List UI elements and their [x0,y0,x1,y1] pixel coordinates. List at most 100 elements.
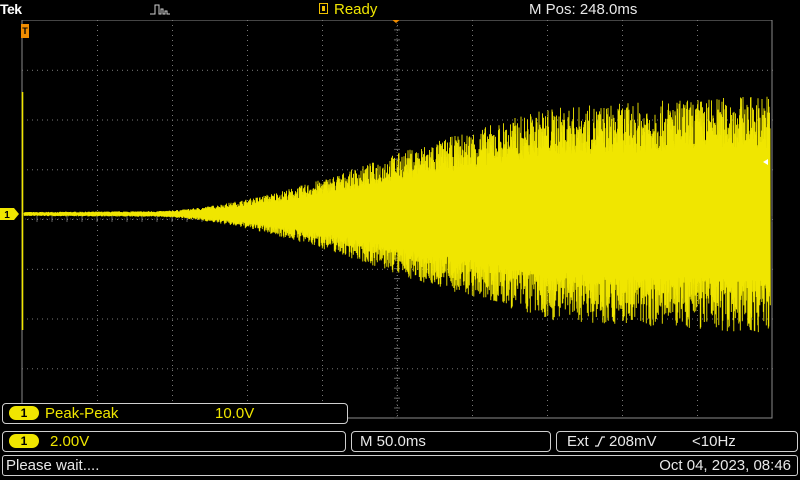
grid-dot [22,69,23,71]
grid-dot [82,69,83,71]
grid-dot [222,69,223,71]
grid-dot [247,235,248,236]
grid-dot [247,25,248,26]
grid-dot [97,190,98,191]
grid-dot [397,365,398,366]
grid-dot [152,69,153,71]
grid-dot [122,368,123,370]
waveform-path [23,96,771,333]
grid-dot [322,160,323,161]
grid-dot [267,318,268,320]
grid-dot [202,318,203,320]
grid-dot [97,130,98,131]
channel-1-marker[interactable]: 1 [0,208,19,221]
grid-dot [762,318,763,320]
grid-dot [622,30,623,31]
grid-dot [247,135,248,136]
grid-dot [732,69,733,71]
grid-dot [97,195,98,196]
grid-dot [547,395,548,396]
grid-dot [97,125,98,126]
grid-dot [622,75,623,76]
grid-dot [432,318,433,320]
grid-dot [677,69,678,71]
grid-dot [657,119,658,121]
grid-dot [767,119,768,121]
grid-dot [697,365,698,366]
grid-dot [472,35,473,36]
grid-dot [322,268,323,270]
grid-dot [172,240,173,241]
grid-dot [27,219,28,220]
grid-dot [697,60,698,61]
grid-dot [142,69,143,71]
grid-dot [137,169,138,171]
grid-dot [397,60,398,61]
trigger-level-icon[interactable]: T [21,24,29,38]
grid-dot [452,368,453,370]
grid-dot [102,268,103,270]
grid-dot [87,219,88,220]
grid-dot [607,69,608,71]
grid-dot [607,119,608,121]
grid-dot [582,69,583,71]
grid-dot [192,119,193,121]
grid-dot [97,55,98,56]
grid-dot [407,318,408,320]
grid-dot [112,368,113,370]
grid-dot [497,119,498,121]
grid-dot [182,219,183,220]
grid-dot [57,368,58,370]
trigger-ready-icon [319,3,328,14]
grid-dot [327,318,328,320]
grid-dot [37,119,38,121]
grid-dot [772,169,773,171]
grid-dot [297,318,298,320]
grid-dot [247,385,248,386]
grid-dot [172,318,173,320]
grid-dot [162,219,163,220]
measurement-readout[interactable]: 1 Peak-Peak 10.0V [2,403,348,424]
grid-dot [732,119,733,121]
timebase-readout[interactable]: M 50.0ms [351,431,551,452]
grid-dot [247,355,248,356]
grid-dot [102,368,103,370]
grid-dot [772,368,773,370]
grid-dot [97,270,98,271]
grid-dot [587,368,588,370]
grid-dot [557,368,558,370]
grid-dot [147,219,148,220]
grid-dot [562,69,563,71]
grid-dot [472,350,473,351]
grid-dot [247,145,248,146]
grid-dot [622,370,623,371]
grid-dot [437,318,438,320]
grid-dot [617,368,618,370]
grid-dot [397,295,398,296]
grid-dot [417,69,418,71]
grid-dot [322,175,323,176]
trigger-readout[interactable]: Ext 208mV <10Hz [556,431,798,452]
grid-dot [472,60,473,61]
grid-dot [247,305,248,306]
grid-dot [112,169,113,171]
grid-dot [257,368,258,370]
grid-dot [87,69,88,71]
grid-dot [767,318,768,320]
grid-dot [552,368,553,370]
grid-dot [187,219,188,220]
grid-dot [497,69,498,71]
grid-dot [647,368,648,370]
grid-dot [172,180,173,181]
grid-dot [637,119,638,121]
grid-dot [397,318,398,320]
grid-dot [462,119,463,121]
grid-dot [97,205,98,206]
grid-dot [332,169,333,171]
grid-dot [652,69,653,71]
grid-dot [682,119,683,121]
grid-dot [357,368,358,370]
channel-readout[interactable]: 1 2.00V [2,431,346,452]
grid-dot [197,268,198,270]
grid-dot [117,119,118,121]
